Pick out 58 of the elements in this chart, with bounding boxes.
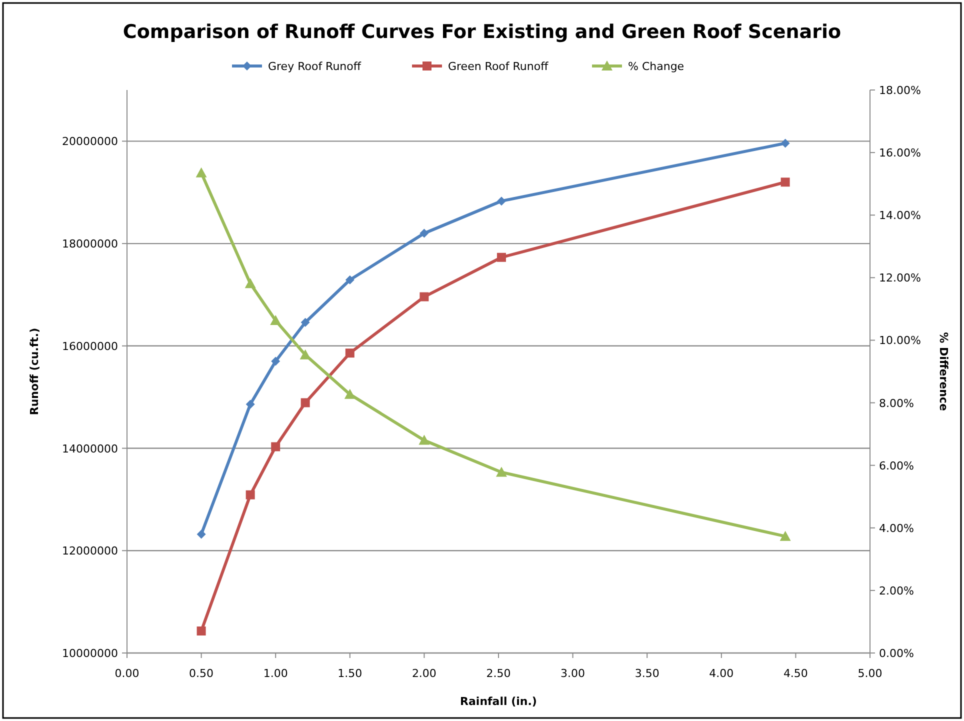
x-tick-label: 3.00 (560, 667, 586, 680)
y2-tick-label: 6.00% (879, 459, 914, 472)
y2-tick-label: 4.00% (879, 522, 914, 535)
point (300, 398, 310, 408)
legend-label: Grey Roof Runoff (268, 60, 362, 73)
point (244, 278, 256, 288)
x-tick-label: 2.50 (486, 667, 511, 680)
point (345, 275, 354, 284)
y2-tick-label: 16.00% (879, 146, 921, 160)
y-tick-label: 10000000 (62, 647, 118, 660)
point (496, 252, 506, 262)
x-tick-label: 1.50 (338, 667, 362, 680)
point (420, 292, 429, 302)
point (420, 228, 429, 238)
legend-label: % Change (628, 60, 684, 73)
point (496, 466, 507, 477)
point (246, 490, 255, 500)
point (344, 388, 356, 399)
y-tick-label: 20000000 (62, 135, 118, 148)
y2-tick-label: 2.00% (879, 584, 914, 598)
y2-tick-label: 8.00% (879, 396, 914, 410)
x-tick-label: 0.50 (189, 667, 214, 680)
x-tick-label: 5.00 (858, 667, 882, 680)
legend-label: Green Roof Runoff (448, 60, 549, 73)
x-tick-label: 3.50 (634, 667, 660, 680)
y2-tick-label: 0.00% (879, 647, 914, 660)
point (418, 434, 430, 445)
x-tick-label: 4.50 (783, 667, 808, 680)
point (780, 178, 790, 187)
x-tick-label: 1.00 (263, 667, 288, 680)
chart-title: Comparison of Runoff Curves For Existing and Green Roof Scenario (122, 21, 842, 43)
y-tick-label: 14000000 (62, 442, 118, 456)
y-tick-label: 18000000 (62, 238, 118, 251)
y2-axis-title: % Difference (937, 332, 950, 411)
x-tick-label: 4.00 (709, 667, 734, 680)
x-tick-label: 0.00 (114, 667, 140, 680)
y-axis-title: Runoff (cu.ft.) (28, 328, 41, 416)
point (780, 530, 791, 541)
y-tick-label: 16000000 (62, 340, 118, 353)
point (300, 349, 311, 360)
y2-tick-label: 10.00% (879, 334, 921, 348)
point (780, 138, 790, 148)
point (270, 315, 282, 326)
point (196, 626, 206, 636)
y2-tick-label: 14.00% (879, 209, 921, 222)
y2-tick-label: 18.00% (879, 84, 921, 97)
y-tick-label: 12000000 (62, 544, 118, 558)
point (246, 400, 255, 409)
point (300, 318, 310, 327)
point (345, 348, 354, 358)
point (196, 167, 207, 178)
point (271, 442, 280, 452)
x-tick-label: 2.00 (412, 667, 436, 680)
point (271, 356, 280, 366)
x-axis-title: Rainfall (in.) (460, 695, 537, 708)
y2-tick-label: 12.00% (879, 272, 921, 285)
point (196, 530, 206, 539)
point (496, 196, 506, 206)
